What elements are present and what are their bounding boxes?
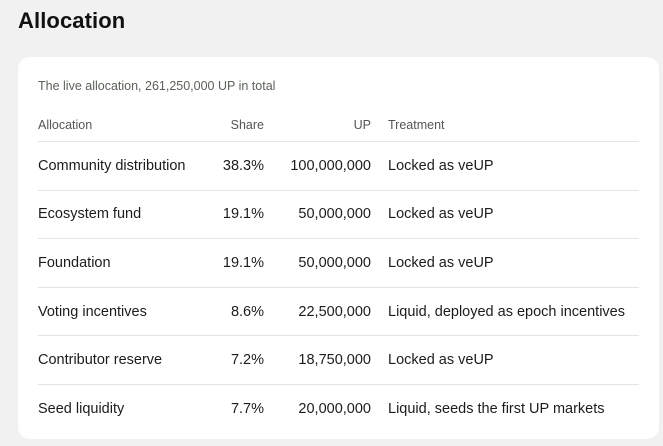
treatment-cell: Liquid, seeds the first UP markets bbox=[388, 400, 605, 417]
column-header-allocation: Allocation bbox=[38, 109, 206, 142]
column-header-up: UP bbox=[264, 109, 371, 142]
allocation-cell: Community distribution bbox=[38, 141, 206, 191]
table-row: Voting incentives 8.6% 22,500,000 Liquid… bbox=[38, 287, 639, 337]
share-cell: 19.1% bbox=[206, 190, 264, 240]
table-row: Seed liquidity 7.7% 20,000,000 Liquid, s… bbox=[38, 384, 639, 432]
up-cell: 18,750,000 bbox=[264, 335, 371, 385]
allocation-cell: Foundation bbox=[38, 238, 206, 288]
allocation-cell: Voting incentives bbox=[38, 287, 206, 337]
up-cell: 50,000,000 bbox=[264, 190, 371, 240]
share-cell: 7.2% bbox=[206, 335, 264, 385]
allocation-table: Allocation Share UP Treatment Community … bbox=[38, 109, 639, 433]
up-cell: 100,000,000 bbox=[264, 141, 371, 191]
allocation-cell: Contributor reserve bbox=[38, 335, 206, 385]
table-caption: The live allocation, 261,250,000 UP in t… bbox=[38, 79, 276, 93]
table-header-row: Allocation Share UP Treatment bbox=[38, 109, 639, 142]
table-row: Community distribution 38.3% 100,000,000… bbox=[38, 141, 639, 191]
allocation-cell: Ecosystem fund bbox=[38, 190, 206, 240]
treatment-cell: Locked as veUP bbox=[371, 141, 639, 191]
table-row: Foundation 19.1% 50,000,000 Locked as ve… bbox=[38, 238, 639, 288]
allocation-cell: Seed liquidity bbox=[38, 400, 125, 417]
table-row: Ecosystem fund 19.1% 50,000,000 Locked a… bbox=[38, 190, 639, 240]
treatment-cell: Locked as veUP bbox=[371, 335, 639, 385]
column-header-treatment: Treatment bbox=[371, 109, 639, 142]
up-cell: 22,500,000 bbox=[264, 287, 371, 337]
page-title: Allocation bbox=[18, 8, 126, 33]
allocation-card: The live allocation, 261,250,000 UP in t… bbox=[18, 57, 659, 439]
up-cell: 50,000,000 bbox=[264, 238, 371, 288]
table-row: Contributor reserve 7.2% 18,750,000 Lock… bbox=[38, 335, 639, 385]
share-cell: 7.7% bbox=[230, 400, 264, 417]
treatment-cell: Liquid, deployed as epoch incentives bbox=[371, 287, 639, 337]
column-header-share: Share bbox=[206, 109, 264, 142]
share-cell: 19.1% bbox=[206, 238, 264, 288]
share-cell: 8.6% bbox=[206, 287, 264, 337]
treatment-cell: Locked as veUP bbox=[371, 238, 639, 288]
up-cell: 20,000,000 bbox=[298, 400, 371, 417]
treatment-cell: Locked as veUP bbox=[371, 190, 639, 240]
share-cell: 38.3% bbox=[206, 141, 264, 191]
